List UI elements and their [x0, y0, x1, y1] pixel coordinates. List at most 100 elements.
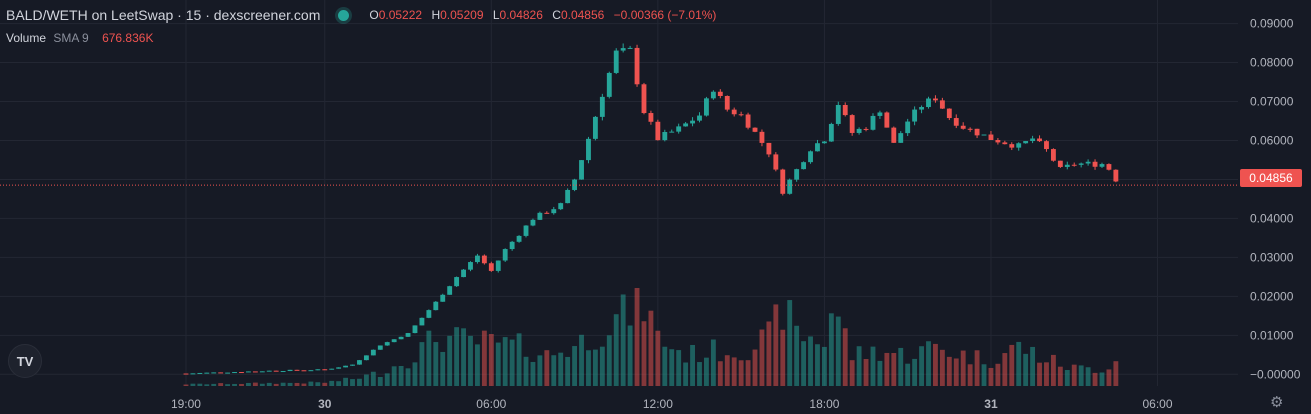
candle-body	[1050, 149, 1056, 161]
volume-bar	[710, 339, 716, 386]
volume-bar	[683, 362, 689, 386]
candle-body	[488, 263, 494, 271]
volume-bar	[273, 383, 279, 386]
volume-bar	[669, 349, 675, 386]
volume-bar	[1030, 346, 1036, 386]
volume-bar	[225, 384, 231, 386]
volume-bar	[259, 383, 265, 386]
volume-bar	[919, 346, 924, 386]
volume-bar	[620, 294, 626, 386]
x-axis: 19:00 30 06:00 12:00 18:00 31 06:00	[171, 397, 1173, 411]
volume-bar	[641, 321, 647, 386]
change-value: −0.00366 (−7.01%)	[613, 8, 717, 22]
candle-body	[287, 369, 293, 372]
volume-bar	[926, 341, 931, 386]
candle-body	[856, 128, 862, 133]
volume-bar	[343, 377, 349, 386]
candle-body	[933, 98, 938, 101]
volume-bar	[766, 321, 772, 386]
candle-body	[1030, 138, 1036, 142]
volume-bar	[592, 349, 598, 386]
volume-bar	[537, 355, 543, 386]
volume-bar	[780, 329, 786, 386]
y-tick-label: 0.01000	[1250, 328, 1294, 342]
candle-body	[697, 115, 702, 121]
volume-bar	[1092, 372, 1098, 386]
volume-bar	[405, 368, 411, 386]
candle-body	[953, 118, 959, 126]
candle-body	[211, 372, 217, 374]
volume-bar	[481, 330, 487, 386]
candle-body	[350, 364, 355, 366]
volume-bar	[1037, 362, 1042, 386]
volume-bar	[246, 382, 251, 386]
low-label: L	[492, 8, 500, 22]
volume-bar	[433, 342, 439, 386]
volume-bar	[475, 344, 480, 386]
candle-body	[683, 123, 689, 127]
candle-body	[995, 140, 1001, 143]
volume-bar	[357, 378, 362, 386]
candle-body	[919, 107, 924, 110]
candle-body	[606, 72, 612, 97]
candle-body	[329, 368, 335, 370]
volume-bar	[731, 357, 737, 386]
volume-bar	[821, 346, 827, 386]
gear-icon[interactable]: ⚙	[1270, 394, 1284, 411]
candle-body	[766, 142, 772, 155]
volume-bar	[599, 346, 605, 386]
candle-body	[592, 116, 598, 139]
candle-body	[475, 255, 480, 263]
y-axis: 0.090000.080000.070000.060000.050000.040…	[1250, 17, 1301, 382]
tradingview-logo-icon[interactable]: TV	[8, 344, 42, 378]
candle-body	[273, 370, 279, 372]
volume-bar	[745, 360, 751, 386]
volume-bar	[370, 371, 376, 386]
candle-body	[960, 125, 966, 129]
candle-body	[1092, 161, 1098, 167]
volume-bar	[440, 351, 446, 386]
volume-bar	[988, 367, 994, 386]
candle-body	[738, 114, 744, 116]
chart-header: BALD/WETH on LeetSwap · 15 · dexscreener…	[6, 7, 716, 23]
volume-bar	[738, 360, 744, 386]
candle-body	[1023, 141, 1029, 144]
candle-body	[912, 109, 918, 122]
volume-label: Volume	[6, 31, 47, 45]
volume-bar	[384, 373, 390, 386]
volume-bar	[294, 382, 300, 386]
volume-bar	[648, 310, 654, 386]
candle-body	[905, 121, 911, 134]
volume-bar	[502, 337, 508, 386]
volume-bar	[1050, 354, 1056, 386]
volume-bar	[363, 374, 369, 386]
candle-body	[1037, 138, 1042, 142]
x-tick-label: 18:00	[809, 397, 839, 411]
volume-bar	[412, 362, 418, 386]
candle-body	[1106, 164, 1112, 170]
candle-body	[266, 370, 272, 372]
volume-bar	[627, 325, 633, 386]
candle-body	[551, 209, 557, 214]
volume-bar	[773, 304, 779, 386]
volume-bar	[565, 356, 571, 386]
candle-body	[1099, 164, 1105, 167]
candle-body	[495, 260, 501, 271]
volume-bar	[884, 352, 890, 386]
candle-body	[641, 84, 647, 114]
candle-body	[877, 112, 883, 116]
x-tick-label: 12:00	[643, 397, 673, 411]
volume-bar	[1023, 353, 1029, 386]
candle-body	[1064, 164, 1070, 167]
volume-bar	[662, 346, 668, 386]
y-tick-label: −0.00000	[1250, 367, 1301, 381]
volume-bar	[266, 382, 272, 386]
volume-bar	[960, 350, 966, 386]
volume-bar	[377, 376, 383, 386]
candle-body	[946, 108, 952, 119]
pair-title: BALD/WETH on LeetSwap · 15 · dexscreener…	[6, 7, 321, 23]
candle-body	[398, 336, 404, 340]
volume-bar	[794, 325, 800, 386]
candle-body	[246, 371, 251, 373]
